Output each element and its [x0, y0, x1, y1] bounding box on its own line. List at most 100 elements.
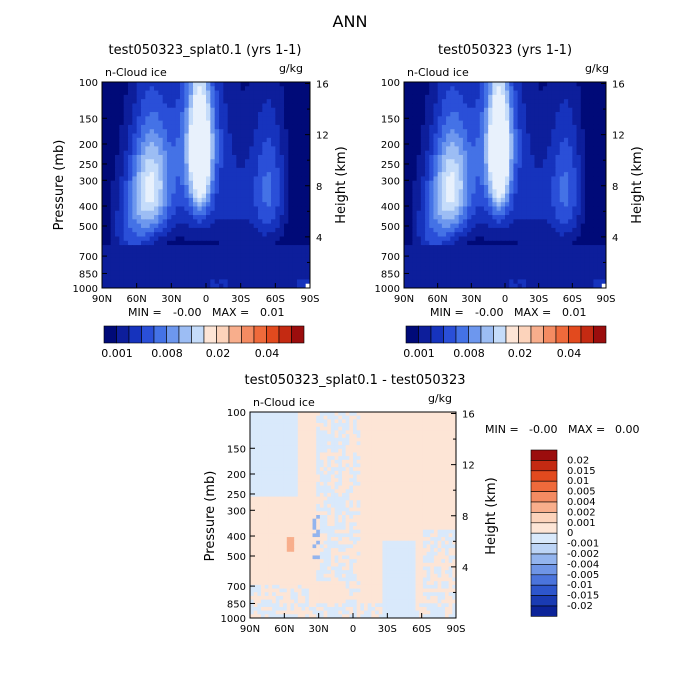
field-cell — [292, 232, 298, 238]
field-cell — [214, 185, 220, 190]
field-cell — [258, 270, 263, 276]
field-cell — [115, 270, 120, 276]
field-cell — [551, 146, 557, 152]
field-cell — [593, 223, 599, 229]
field-cell — [197, 107, 203, 113]
field-cell — [479, 94, 485, 100]
field-cell — [547, 210, 552, 216]
field-cell — [509, 90, 515, 96]
field-cell — [197, 86, 203, 92]
field-cell — [559, 219, 565, 225]
field-cell — [479, 86, 485, 92]
field-cell — [232, 206, 237, 212]
field-cell — [425, 210, 430, 216]
field-cell — [462, 253, 468, 259]
field-cell — [513, 202, 519, 208]
field-cell — [154, 223, 159, 229]
field-cell — [446, 133, 451, 139]
field-cell — [555, 154, 561, 160]
field-cell — [446, 185, 451, 190]
field-cell — [145, 107, 151, 113]
field-cell — [245, 82, 250, 87]
field-cell — [425, 283, 430, 288]
field-cell — [115, 180, 120, 186]
field-cell — [500, 227, 506, 233]
field-cell — [240, 94, 246, 100]
field-cell — [115, 279, 120, 285]
field-cell — [555, 257, 561, 263]
field-cell — [271, 94, 276, 100]
field-cell — [110, 172, 116, 178]
field-cell — [441, 275, 447, 281]
field-cell — [219, 146, 224, 152]
field-cell — [446, 172, 451, 178]
field-cell — [416, 163, 422, 169]
field-cell — [219, 137, 224, 143]
field-cell — [446, 142, 451, 147]
field-cell — [284, 146, 289, 152]
field-cell — [275, 189, 281, 195]
field-cell — [206, 176, 211, 182]
field-cell — [559, 185, 565, 190]
field-cell — [458, 120, 464, 126]
field-cell — [297, 176, 302, 182]
field-cell — [275, 275, 281, 281]
field-cell — [123, 172, 129, 178]
field-cell — [475, 185, 481, 190]
x-tick-label: 60N — [428, 294, 448, 305]
field-cell — [136, 215, 142, 220]
field-cell — [450, 227, 456, 233]
field-cell — [479, 275, 485, 281]
field-cell — [245, 279, 250, 285]
field-cell — [227, 279, 233, 285]
field-cell — [175, 116, 181, 122]
field-cell — [513, 112, 519, 117]
field-cell — [505, 176, 510, 182]
field-cell — [576, 257, 582, 263]
field-cell — [223, 219, 229, 225]
field-cell — [559, 210, 565, 216]
field-cell — [437, 167, 443, 173]
field-cell — [106, 202, 112, 208]
field-cell — [279, 197, 285, 203]
field-cell — [193, 279, 198, 285]
field-cell — [136, 206, 142, 212]
field-cell — [534, 154, 540, 160]
field-cell — [500, 210, 506, 216]
field-cell — [572, 206, 578, 212]
field-cell — [232, 146, 237, 152]
field-cell — [110, 232, 116, 238]
field-cell — [102, 206, 107, 212]
field-cell — [433, 215, 439, 220]
field-cell — [292, 120, 298, 126]
field-cell — [559, 154, 565, 160]
field-cell — [437, 82, 443, 87]
field-cell — [128, 215, 133, 220]
field-cell — [266, 193, 272, 199]
field-cell — [584, 215, 590, 220]
field-cell — [236, 120, 242, 126]
field-cell — [119, 137, 125, 143]
field-cell — [534, 279, 540, 285]
field-cell — [206, 240, 211, 246]
field-cell — [193, 215, 198, 220]
field-cell — [589, 120, 594, 126]
field-cell — [214, 240, 220, 246]
field-cell — [572, 82, 578, 87]
field-cell — [301, 275, 307, 281]
field-cell — [227, 240, 233, 246]
field-cell — [492, 240, 498, 246]
field-cell — [288, 94, 294, 100]
field-cell — [462, 185, 468, 190]
field-cell — [201, 223, 207, 229]
field-cell — [467, 124, 472, 130]
field-cell — [458, 107, 464, 113]
field-cell — [437, 129, 443, 135]
field-cell — [292, 189, 298, 195]
field-cell — [389, 423, 395, 428]
field-cell — [513, 86, 519, 92]
field-cell — [458, 185, 464, 190]
field-cell — [232, 159, 237, 165]
field-cell — [429, 236, 435, 242]
field-cell — [462, 133, 468, 139]
